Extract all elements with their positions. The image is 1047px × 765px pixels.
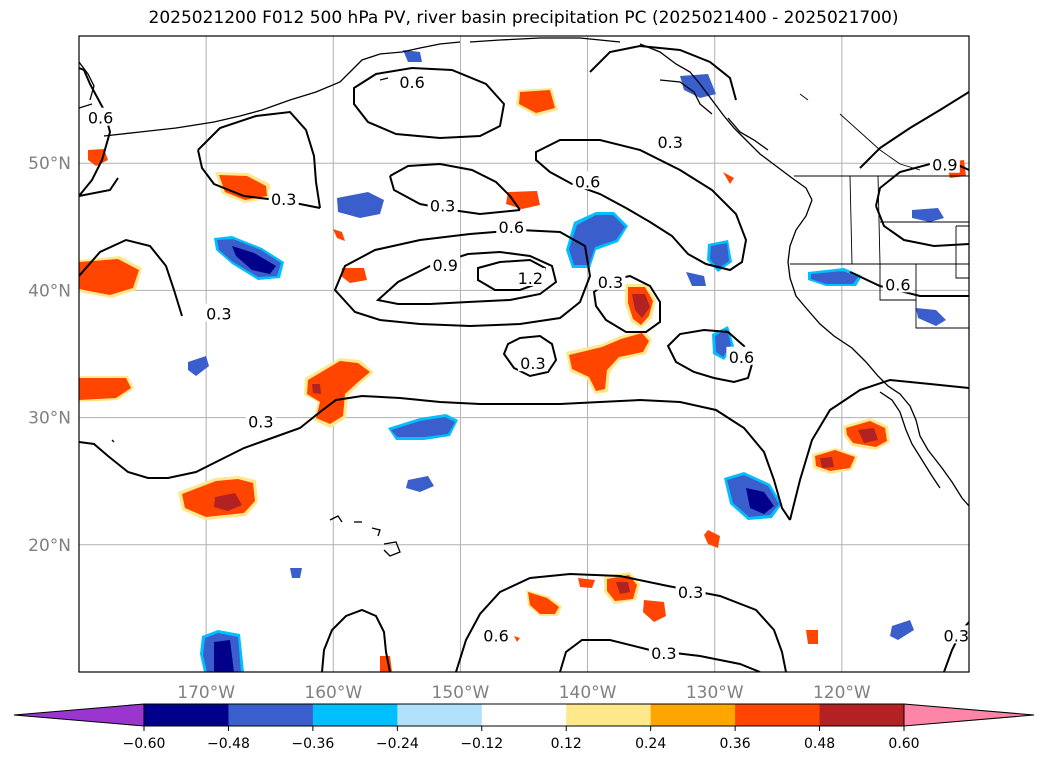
contour-label: 0.3 [271,190,296,209]
lon-tick-label: 150°W [432,683,490,703]
colorbar-extend-high [903,703,1035,727]
precipitation-shading [79,50,966,672]
contour-label-bg [85,107,116,126]
contour-label-bg [941,625,969,644]
colorbar-tick-label: 0.48 [804,736,835,752]
contour-label: 0.3 [248,413,273,432]
contour-label: 0.3 [651,644,676,663]
contour-label: 0.6 [729,348,754,367]
coastlines [79,37,969,557]
contour-label-bg [430,255,461,274]
graticule [79,36,969,672]
contour-label-bg [655,131,686,150]
colorbar-tick-label: −0.36 [291,736,334,752]
precip-negative-area [188,50,946,672]
lat-tick-label: 30°N [28,409,71,429]
contour-label: 0.6 [483,626,508,645]
latitude-labels: 50°N 40°N 30°N 20°N [28,154,71,556]
colorbar-segment [481,704,567,726]
lat-tick-label: 50°N [28,154,71,174]
political-borders [790,93,969,329]
colorbar-tick-label: 0.24 [635,736,666,752]
colorbar-segment [312,704,398,726]
map-title: 2025021200 F012 500 hPa PV, river basin … [148,8,899,28]
lon-tick-label: 130°W [686,683,744,703]
colorbar: −0.60 −0.48 −0.36 −0.24 −0.12 0.12 0.24 0.36 0.4… [13,703,1035,752]
contour-label: 0.6 [575,172,600,191]
precip-positive-area [79,88,966,672]
contour-labels: 0.6 0.6 0.3 0.3 0.6 0.9 1.2 0.6 0.3 0.3 0.3 0.3 0.6 0… [85,72,969,663]
contour-label-bg [726,346,757,365]
contour-label-bg [675,582,706,601]
contour-label: 0.9 [432,256,457,275]
contour-label-bg [203,303,234,322]
contour-label-bg [648,643,679,662]
contour-label: 0.3 [430,196,455,215]
colorbar-extend-low [13,703,145,727]
lat-tick-label: 20°N [28,536,71,556]
contour-label-bg [517,353,548,372]
contour-label: 1.2 [518,269,543,288]
colorbar-segment [566,704,652,726]
colorbar-tick-label: 0.12 [551,736,582,752]
lon-tick-label: 140°W [559,683,617,703]
contour-label: 0.6 [885,275,910,294]
contour-label: 0.3 [944,626,969,645]
lon-tick-label: 160°W [304,683,362,703]
contour-label-bg [882,274,913,293]
colorbar-tick-label: −0.60 [123,736,166,752]
contour-label-bg [427,195,458,214]
contour-label-bg [595,271,626,290]
contour-label: 0.3 [678,583,703,602]
lon-tick-label: 170°W [177,683,235,703]
colorbar-segment [144,704,229,726]
contour-label-bg [481,625,512,644]
contour-label: 0.6 [499,218,524,237]
lon-tick-label: 120°W [813,683,871,703]
contour-label: 0.9 [932,156,957,175]
contour-label: 0.3 [206,305,231,324]
colorbar-tick-label: −0.12 [460,736,503,752]
contour-label-bg [397,72,428,91]
colorbar-segment [228,704,314,726]
contour-label: 0.3 [657,133,682,152]
colorbar-tick-label: 0.36 [720,736,751,752]
contour-label-bg [515,267,546,286]
colorbar-tick-label: 0.60 [888,736,919,752]
contour-label-bg [268,189,299,208]
pv-contours [79,44,969,672]
contour-label: 0.6 [88,109,113,128]
contour-label: 0.3 [598,273,623,292]
colorbar-segment [819,704,905,726]
contour-label-bg [929,154,960,173]
map-frame [78,35,970,673]
lat-tick-label: 40°N [28,281,71,301]
colorbar-segment [397,704,483,726]
contour-label-bg [572,171,603,190]
contour-label-bg [245,411,276,430]
colorbar-segment [650,704,736,726]
colorbar-frame [143,703,905,727]
contour-label: 0.6 [399,73,424,92]
colorbar-tick-label: −0.24 [376,736,419,752]
colorbar-segment [735,704,821,726]
colorbar-tick-label: −0.48 [207,736,250,752]
contour-label-bg [496,217,527,236]
contour-label: 0.3 [520,354,545,373]
longitude-labels: 170°W 160°W 150°W 140°W 130°W 120°W [177,683,871,703]
